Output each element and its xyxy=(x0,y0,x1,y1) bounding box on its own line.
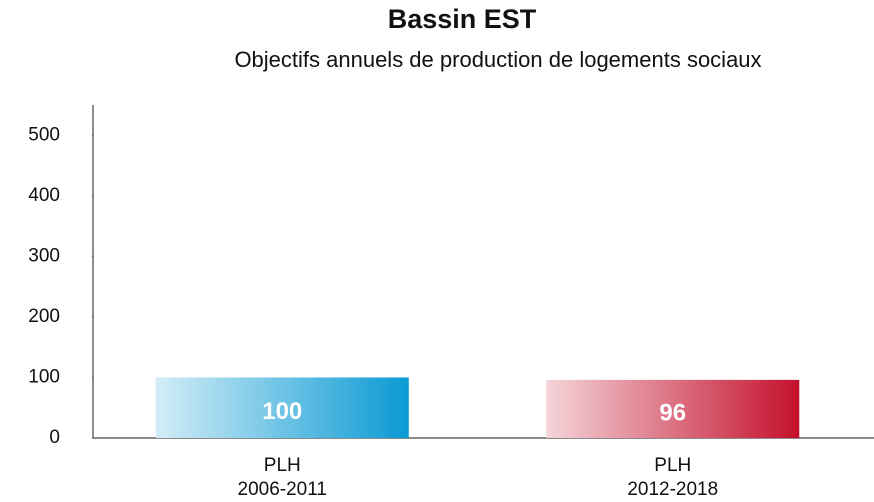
y-tick-label: 400 xyxy=(28,185,60,206)
y-tick-label: 300 xyxy=(28,245,60,266)
chart-subtitle: Objectifs annuels de production de logem… xyxy=(234,47,761,72)
data-label: 96 xyxy=(659,399,686,426)
x-tick-label: PLH 2012-2018 xyxy=(627,455,718,500)
bar xyxy=(546,379,800,438)
x-tick-label: PLH 2006-2011 xyxy=(238,455,327,500)
chart-title: Bassin EST xyxy=(388,4,537,34)
bar xyxy=(155,377,409,438)
y-tick-label: 200 xyxy=(28,306,60,327)
data-label: 100 xyxy=(262,398,302,425)
y-tick-label: 0 xyxy=(49,427,60,448)
y-tick-label: 500 xyxy=(28,124,60,145)
y-tick-label: 100 xyxy=(28,366,60,387)
